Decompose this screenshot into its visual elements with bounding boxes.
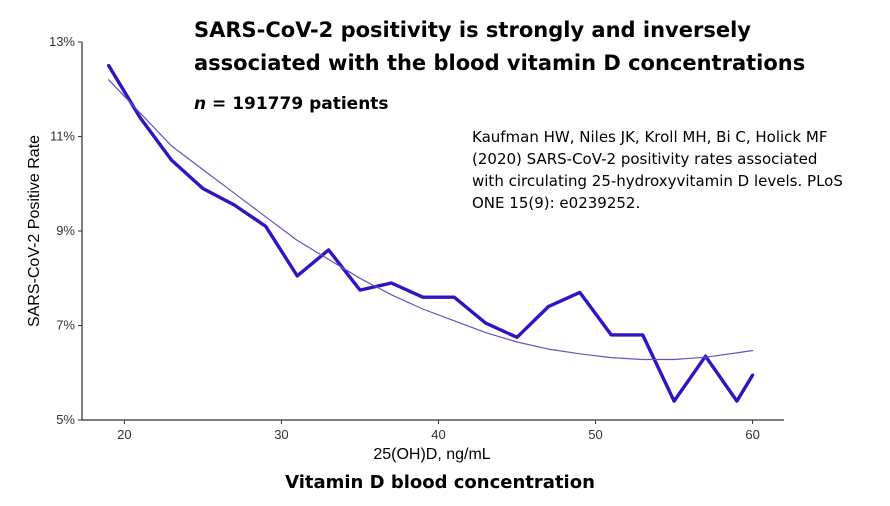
- x-axis-ticks: 20 30 40 50 60: [117, 420, 760, 442]
- citation: Kaufman HW, Niles JK, Kroll MH, Bi C, Ho…: [472, 126, 872, 214]
- x-tick-label: 40: [431, 427, 445, 442]
- y-tick-label: 7%: [56, 318, 75, 333]
- y-axis-ticks: 5% 7% 9% 11% 13%: [49, 34, 82, 427]
- citation-line-4: ONE 15(9): e0239252.: [472, 194, 641, 212]
- sample-size-text: = 191779 patients: [206, 94, 389, 114]
- sample-size-n: n: [194, 94, 207, 114]
- y-tick-label: 13%: [49, 34, 75, 49]
- chart-axes: [81, 42, 784, 421]
- series-fitted-line: [108, 79, 754, 361]
- x-tick-label: 50: [588, 427, 602, 442]
- y-tick-label: 11%: [50, 129, 75, 144]
- x-tick-label: 30: [274, 427, 288, 442]
- series-observed-line: [106, 63, 755, 403]
- citation-line-1: Kaufman HW, Niles JK, Kroll MH, Bi C, Ho…: [472, 128, 828, 146]
- x-axis-label: 25(OH)D, ng/mL: [373, 446, 490, 463]
- x-tick-label: 60: [745, 427, 759, 442]
- y-tick-label: 5%: [56, 412, 75, 427]
- chart-caption: Vitamin D blood concentration: [285, 472, 595, 493]
- y-axis-label: SARS-CoV-2 Positive Rate: [26, 135, 43, 327]
- citation-line-2: (2020) SARS-CoV-2 positivity rates assoc…: [472, 150, 818, 168]
- chart-series: [106, 63, 755, 403]
- headline-line-1: SARS-CoV-2 positivity is strongly and in…: [194, 18, 751, 42]
- headline-line-2: associated with the blood vitamin D conc…: [194, 51, 806, 75]
- y-tick-label: 9%: [56, 223, 75, 238]
- citation-line-3: with circulating 25-hydroxyvitamin D lev…: [472, 172, 843, 190]
- sample-size: n = 191779 patients: [194, 94, 389, 114]
- x-tick-label: 20: [117, 427, 131, 442]
